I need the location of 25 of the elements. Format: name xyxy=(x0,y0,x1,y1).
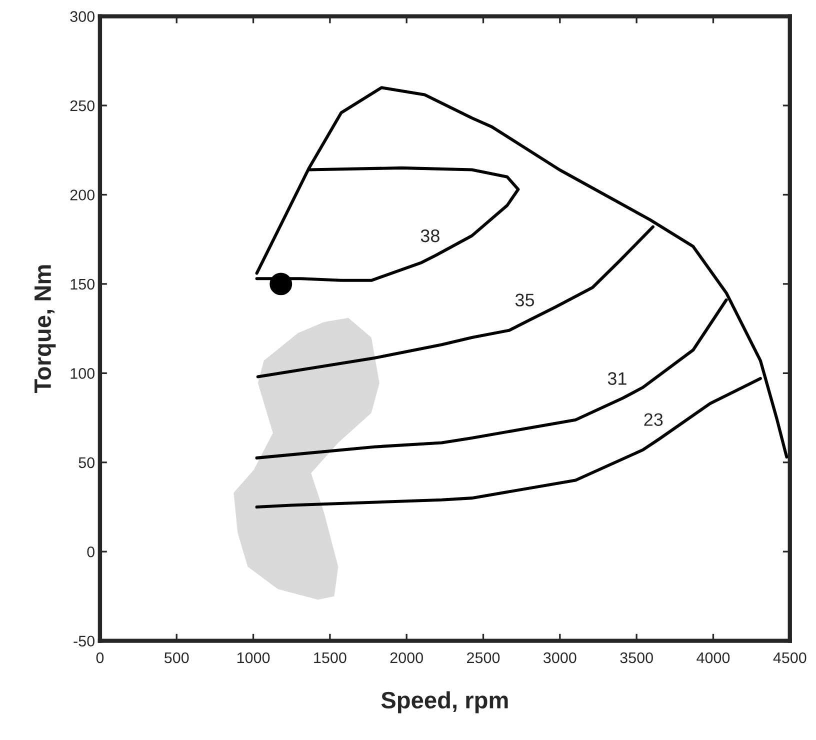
x-tick-label: 500 xyxy=(164,652,189,664)
x-tick-label: 0 xyxy=(96,652,104,664)
y-tick-label: 0 xyxy=(87,546,94,558)
x-tick-label: 4000 xyxy=(696,652,730,664)
annotation: 23 xyxy=(644,413,663,426)
x-tick-label: 3000 xyxy=(544,652,576,664)
x-axis-title: Speed, rpm xyxy=(381,691,508,714)
y-tick-label: 200 xyxy=(70,190,95,200)
y-tick-label: 250 xyxy=(70,100,95,112)
y-tick-label: 300 xyxy=(70,11,95,22)
y-tick-label: 150 xyxy=(70,278,95,290)
x-tick-label: 2500 xyxy=(467,652,500,664)
y-tick-label: 50 xyxy=(78,457,95,468)
annotation: 38 xyxy=(420,229,440,242)
annotation: 31 xyxy=(608,372,626,385)
y-tick-label: 100 xyxy=(70,368,95,379)
y-tick-label: -50 xyxy=(74,636,95,647)
x-tick-label: 3500 xyxy=(620,652,653,664)
annotation: 35 xyxy=(515,294,534,306)
y-axis-title: Torque, Nm xyxy=(34,265,56,394)
x-tick-label: 4500 xyxy=(773,652,806,664)
line-series xyxy=(255,86,788,459)
x-tick-label: 1000 xyxy=(237,652,270,664)
x-tick-label: 2000 xyxy=(390,652,423,664)
x-tick-label: 1500 xyxy=(314,652,346,664)
